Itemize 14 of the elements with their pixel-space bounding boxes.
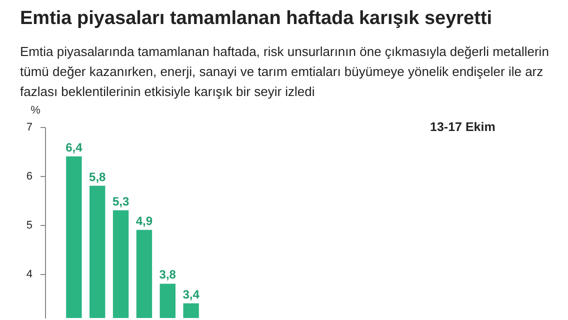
y-tick-label: 4 <box>26 268 32 280</box>
data-label: 4,9 <box>136 214 153 228</box>
data-label: 3,8 <box>159 268 176 282</box>
text: Emtia piyasaları tamamlanan haftada karışık seyretti <box>20 8 492 30</box>
data-label: 6,4 <box>66 140 83 154</box>
data-label: 3,4 <box>182 287 200 302</box>
y-tick-label: 6 <box>26 170 32 182</box>
y-tick-label: 7 <box>26 122 32 134</box>
text: 13-17 Ekim <box>430 120 496 134</box>
y-axis-title: % <box>30 104 41 116</box>
data-label: 5,8 <box>89 170 106 184</box>
text: Emtia piyasalarında tamamlanan haftada, risk unsurlarının öne çıkmasıyla değerli metallerin tümü değer kazanırken, enerji, sanayi ve tarım emtiaları büyümeye yönelik endişeler ile arz fazlası beklentilerinin etkisiyle karışık bir seyir izledi <box>20 43 550 101</box>
y-tick-label: 5 <box>26 219 32 232</box>
data-label: 5,3 <box>112 194 130 208</box>
